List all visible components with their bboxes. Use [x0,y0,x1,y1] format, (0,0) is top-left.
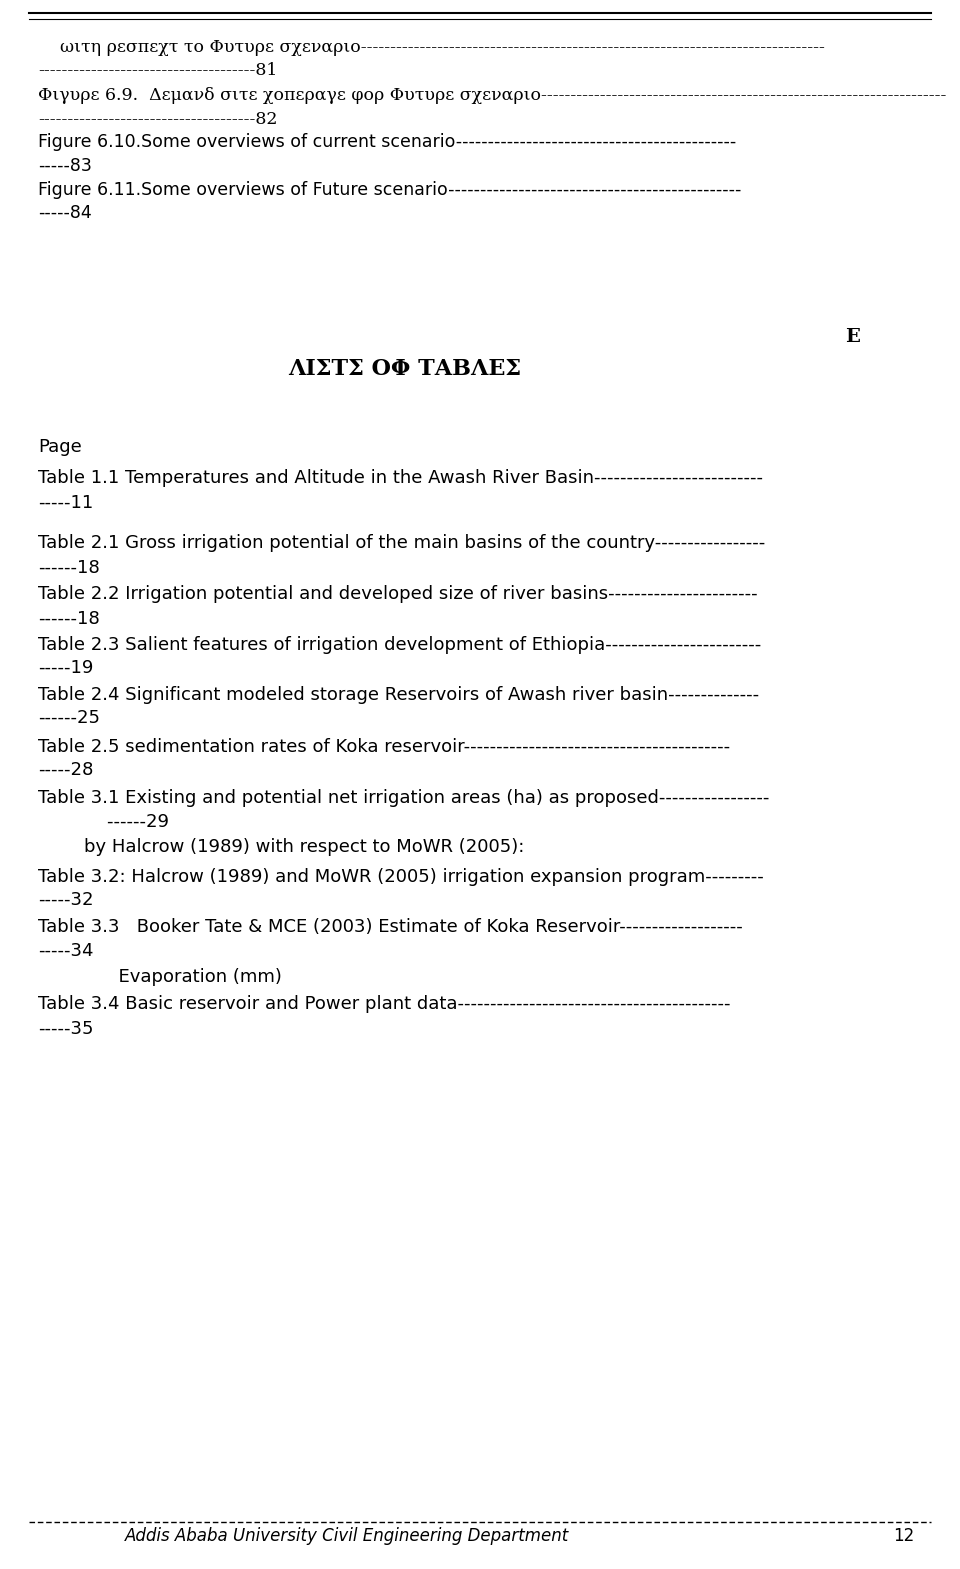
Text: Table 2.5 sedimentation rates of Koka reservoir---------------------------------: Table 2.5 sedimentation rates of Koka re… [38,737,731,756]
Text: ωιτη ρεσπεχτ το Φυτυρε σχεναριο-------------------------------------------------: ωιτη ρεσπεχτ το Φυτυρε σχεναριο---------… [38,39,826,56]
Text: -----83: -----83 [38,157,92,176]
Text: Table 3.3   Booker Tate & MCE (2003) Estimate of Koka Reservoir-----------------: Table 3.3 Booker Tate & MCE (2003) Estim… [38,918,743,937]
Text: -----35: -----35 [38,1020,94,1039]
Text: -----28: -----28 [38,761,94,780]
Text: Table 3.1 Existing and potential net irrigation areas (ha) as proposed----------: Table 3.1 Existing and potential net irr… [38,789,770,808]
Text: Evaporation (mm): Evaporation (mm) [38,968,282,987]
Text: -----19: -----19 [38,659,94,678]
Text: Table 2.3 Salient features of irrigation development of Ethiopia----------------: Table 2.3 Salient features of irrigation… [38,635,761,654]
Text: Table 2.2 Irrigation potential and developed size of river basins---------------: Table 2.2 Irrigation potential and devel… [38,585,758,604]
Text: Table 1.1 Temperatures and Altitude in the Awash River Basin--------------------: Table 1.1 Temperatures and Altitude in t… [38,469,763,488]
Text: Table 2.1 Gross irrigation potential of the main basins of the country----------: Table 2.1 Gross irrigation potential of … [38,533,766,552]
Text: ------29: ------29 [38,813,169,832]
Text: Addis Ababa University Civil Engineering Department: Addis Ababa University Civil Engineering… [125,1527,569,1545]
Text: Page: Page [38,438,83,457]
Text: -------------------------------------82: -------------------------------------82 [38,111,277,129]
Text: ------18: ------18 [38,559,100,577]
Text: Table 2.4 Significant modeled storage Reservoirs of Awash river basin-----------: Table 2.4 Significant modeled storage Re… [38,686,759,704]
Text: 12: 12 [893,1527,914,1545]
Text: Φιγυρε 6.9.  Δεμανδ σιτε χοπεραγε φορ Φυτυρε σχεναριο---------------------------: Φιγυρε 6.9. Δεμανδ σιτε χοπεραγε φορ Φυτ… [38,88,947,105]
Text: -------------------------------------81: -------------------------------------81 [38,63,277,80]
Text: ΛΙΣΤΣ ΟΦ ΤΑΒΛΕΣ: ΛΙΣΤΣ ΟΦ ΤΑΒΛΕΣ [288,358,521,380]
Text: -----32: -----32 [38,891,94,910]
Text: -----84: -----84 [38,204,92,223]
Text: by Halcrow (1989) with respect to MoWR (2005):: by Halcrow (1989) with respect to MoWR (… [38,838,525,857]
Text: Table 3.4 Basic reservoir and Power plant data----------------------------------: Table 3.4 Basic reservoir and Power plan… [38,995,731,1014]
Text: Figure 6.11.Some overviews of Future scenario-----------------------------------: Figure 6.11.Some overviews of Future sce… [38,180,742,199]
Text: -----34: -----34 [38,941,94,960]
Text: Figure 6.10.Some overviews of current scenario----------------------------------: Figure 6.10.Some overviews of current sc… [38,133,736,152]
Text: ------25: ------25 [38,709,101,728]
Text: ------18: ------18 [38,610,100,629]
Text: Table 3.2: Halcrow (1989) and MoWR (2005) irrigation expansion program---------: Table 3.2: Halcrow (1989) and MoWR (2005… [38,868,764,886]
Text: -----11: -----11 [38,494,94,513]
Text: Ε: Ε [845,328,859,347]
